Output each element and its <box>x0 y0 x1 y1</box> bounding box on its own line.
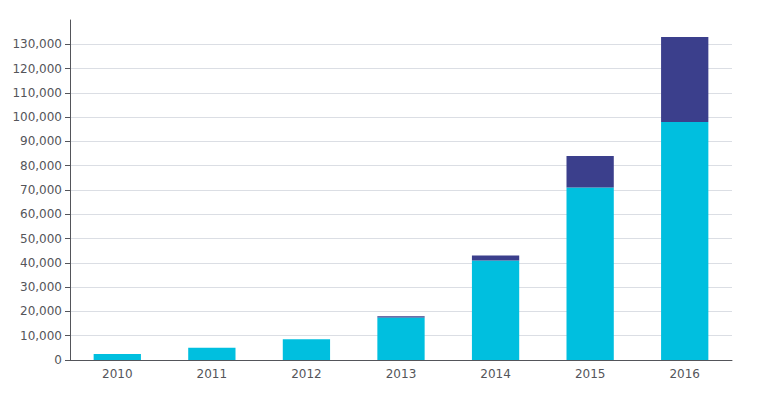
svg-text:80,000: 80,000 <box>20 159 62 173</box>
svg-text:60,000: 60,000 <box>20 207 62 221</box>
svg-text:90,000: 90,000 <box>20 134 62 148</box>
svg-text:2013: 2013 <box>386 367 417 381</box>
svg-text:2015: 2015 <box>575 367 606 381</box>
svg-text:120,000: 120,000 <box>12 62 62 76</box>
svg-text:2010: 2010 <box>102 367 133 381</box>
svg-text:40,000: 40,000 <box>20 256 62 270</box>
svg-text:110,000: 110,000 <box>12 86 62 100</box>
svg-text:20,000: 20,000 <box>20 304 62 318</box>
svg-text:2014: 2014 <box>480 367 511 381</box>
svg-text:0: 0 <box>54 353 62 367</box>
svg-text:2012: 2012 <box>291 367 322 381</box>
svg-text:50,000: 50,000 <box>20 232 62 246</box>
svg-text:2016: 2016 <box>669 367 700 381</box>
svg-text:130,000: 130,000 <box>12 37 62 51</box>
svg-text:30,000: 30,000 <box>20 280 62 294</box>
svg-text:10,000: 10,000 <box>20 329 62 343</box>
svg-text:100,000: 100,000 <box>12 110 62 124</box>
svg-text:70,000: 70,000 <box>20 183 62 197</box>
svg-text:2011: 2011 <box>197 367 228 381</box>
